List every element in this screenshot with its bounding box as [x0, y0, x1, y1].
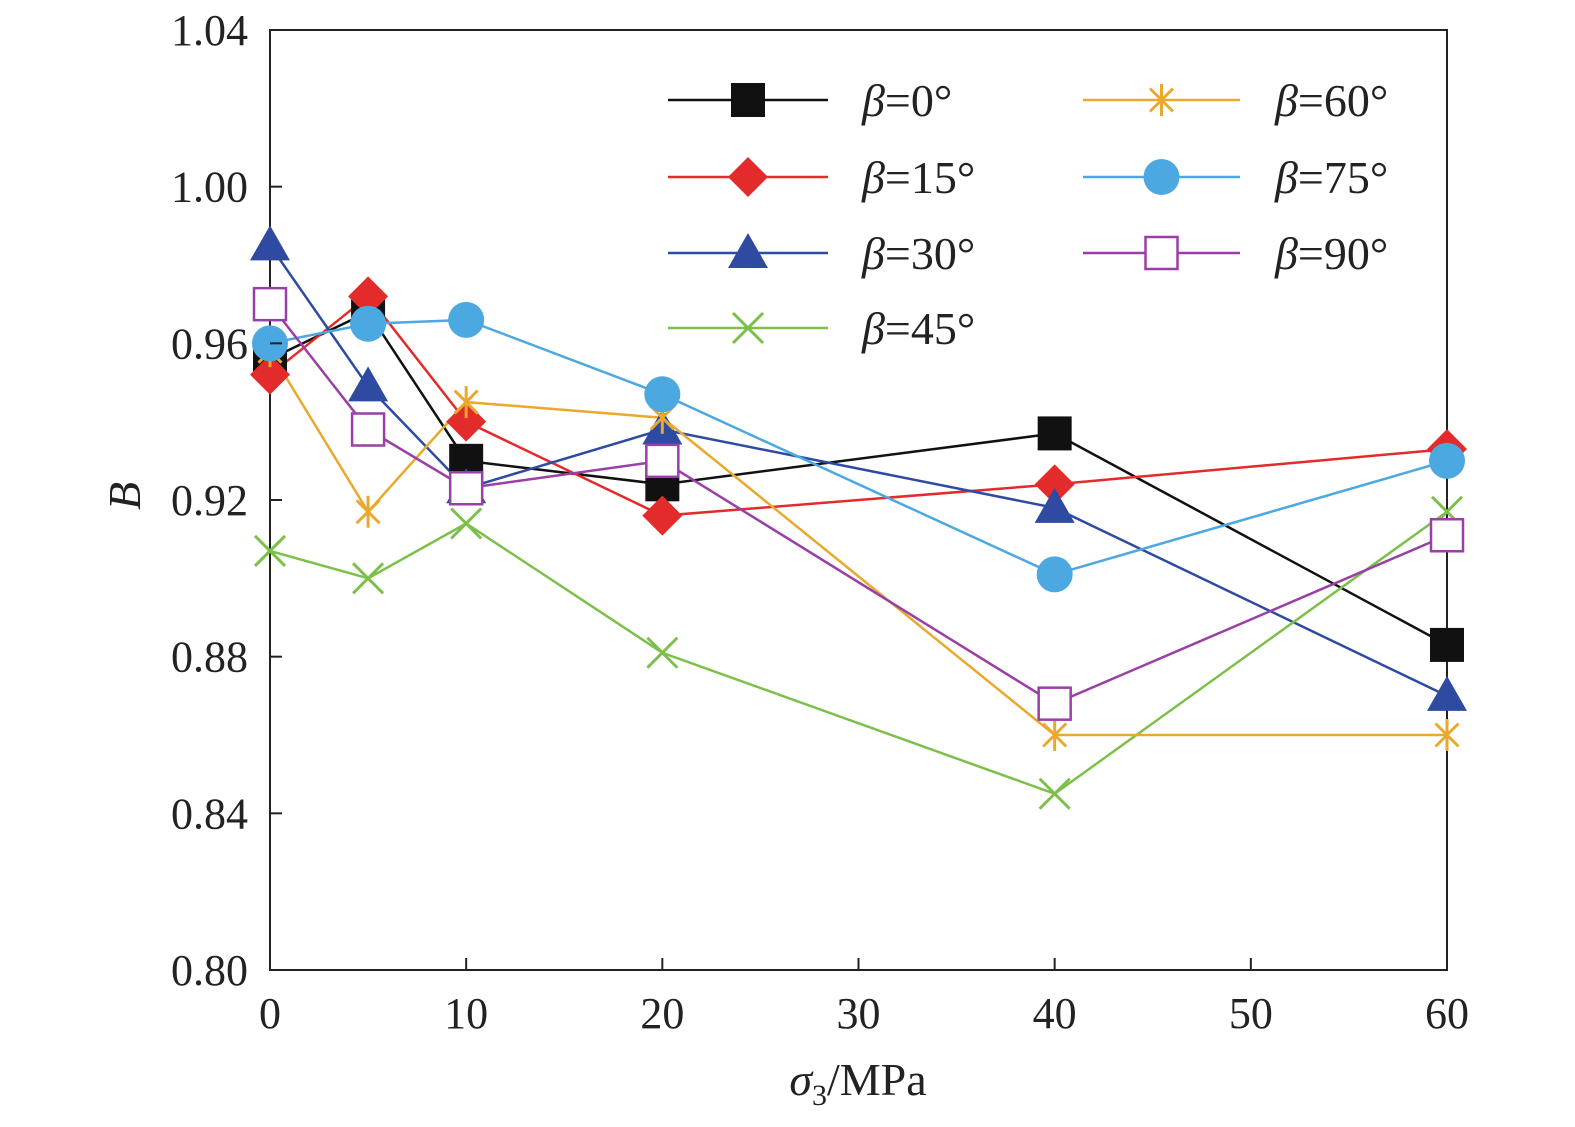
legend-label-symbol: β: [861, 303, 885, 354]
legend-label: β=75°: [1274, 152, 1388, 203]
legend-label-symbol: β: [861, 75, 885, 126]
y-tick-label: 0.92: [171, 476, 248, 525]
data-point: [645, 443, 680, 479]
data-point: [1430, 627, 1464, 662]
x-axis-title: σ3/MPa: [789, 1054, 926, 1112]
series-line: [269, 318, 1448, 576]
legend-label-value: =75°: [1298, 152, 1388, 203]
data-point: [1038, 777, 1071, 810]
data-point: [1037, 416, 1072, 451]
x-axis-title-subscript: 3: [812, 1079, 827, 1112]
legend-entry: β=60°: [1083, 75, 1388, 126]
series-line: [269, 294, 1448, 517]
data-point: [1042, 719, 1068, 751]
data-point: [1034, 464, 1075, 505]
x-tick-label: 10: [444, 989, 488, 1038]
y-axis-title: B: [99, 482, 150, 510]
x-tick-label: 0: [259, 989, 281, 1038]
legend-label: β=45°: [861, 303, 975, 354]
y-tick-label: 0.96: [171, 319, 248, 368]
legend-entry: β=0°: [668, 75, 952, 126]
data-point: [250, 225, 290, 261]
legend-label: β=0°: [861, 75, 952, 126]
legend-label: β=90°: [1274, 228, 1388, 279]
legend-swatch-marker: [728, 157, 768, 197]
data-point: [642, 495, 683, 536]
legend-swatch-marker: [728, 233, 768, 268]
data-point: [1429, 442, 1465, 479]
legend-swatch-marker: [731, 311, 765, 345]
data-point: [350, 305, 387, 342]
data-point: [355, 495, 381, 528]
series-line: [269, 510, 1448, 796]
series-layer: [250, 225, 1467, 810]
legend-label: β=30°: [861, 228, 975, 279]
legend-label-symbol: β: [861, 228, 885, 279]
legend-label-value: =45°: [885, 303, 975, 354]
data-point: [250, 354, 290, 395]
series-line: [268, 350, 1447, 737]
legend-swatch-marker: [731, 83, 765, 117]
data-point: [253, 534, 287, 567]
x-tick-label: 20: [640, 989, 684, 1038]
data-point: [448, 471, 484, 506]
y-tick-label: 0.84: [171, 789, 248, 838]
x-tick-label: 50: [1229, 989, 1273, 1038]
data-point: [1034, 487, 1075, 523]
data-point: [1036, 556, 1073, 593]
data-point: [1429, 518, 1465, 553]
legend-label: β=60°: [1274, 75, 1388, 126]
legend-label-value: =15°: [885, 152, 975, 203]
legend-entry: β=45°: [668, 303, 975, 354]
legend-swatch-marker: [1148, 84, 1175, 116]
data-point: [1037, 686, 1072, 721]
legend-label-value: =0°: [885, 75, 952, 126]
series-line: [268, 244, 1448, 697]
axes: 0 10 20 30 40 50 60 0.80 0.84 0.88 0.92 0.96 1.00 1.0…: [171, 6, 1469, 1038]
data-point: [348, 276, 389, 317]
data-point: [450, 507, 483, 540]
data-point: [1434, 719, 1460, 751]
data-point: [646, 636, 679, 669]
y-tick-label: 0.88: [171, 633, 248, 682]
x-tick-label: 40: [1033, 989, 1077, 1038]
series-line: [269, 303, 1448, 706]
data-point: [352, 562, 385, 595]
data-point: [1427, 675, 1467, 711]
data-point: [644, 376, 681, 413]
x-axis-title-unit: /MPa: [827, 1054, 927, 1105]
legend-entry: β=30°: [668, 228, 975, 279]
x-tick-label: 60: [1425, 989, 1469, 1038]
legend-swatch-marker: [1143, 159, 1180, 195]
legend-label: β=15°: [861, 152, 975, 203]
legend-swatch-marker: [1144, 235, 1179, 271]
legend-label-symbol: β: [861, 152, 885, 203]
data-point: [453, 386, 479, 419]
legend-label-value: =30°: [885, 228, 975, 279]
data-point: [252, 286, 288, 322]
x-tick-label: 30: [837, 989, 881, 1038]
legend-label-value: =60°: [1298, 75, 1388, 126]
legend-label-value: =90°: [1298, 228, 1388, 279]
x-axis-title-symbol: σ: [789, 1054, 814, 1105]
legend-label-symbol: β: [1274, 75, 1298, 126]
y-tick-label: 1.04: [171, 6, 248, 55]
y-tick-label: 1.00: [171, 163, 248, 212]
legend-entry: β=75°: [1083, 152, 1388, 203]
data-point: [448, 301, 485, 338]
legend-label-symbol: β: [1274, 152, 1298, 203]
data-point: [350, 412, 386, 447]
data-point: [348, 366, 389, 402]
legend-label-symbol: β: [1274, 228, 1298, 279]
y-tick-label: 0.80: [171, 946, 248, 995]
series-line: [269, 310, 1448, 647]
legend-entry: β=90°: [1083, 228, 1388, 279]
legend-entry: β=15°: [668, 152, 975, 203]
legend: β=0°β=15°β=30°β=45°β=60°β=75°β=90°: [668, 75, 1388, 354]
